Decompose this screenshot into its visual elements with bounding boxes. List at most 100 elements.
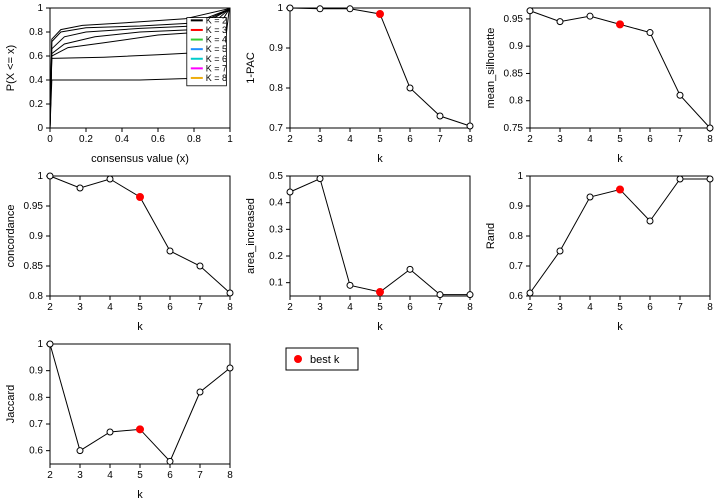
- xtick-label: 8: [707, 302, 713, 313]
- xtick-label: 8: [467, 134, 473, 145]
- ytick-label: 1: [37, 171, 43, 182]
- x-axis-label: k: [377, 321, 383, 333]
- ytick-label: 0.7: [269, 123, 283, 134]
- xtick-label: 6: [407, 134, 413, 145]
- xtick-label: 0: [47, 134, 53, 145]
- data-point: [707, 125, 713, 131]
- ytick-label: 0.8: [29, 392, 43, 403]
- ytick-label: 0.75: [504, 123, 524, 134]
- cell-concordance: 23456780.80.850.90.951kconcordance: [0, 168, 240, 336]
- panel-mean_silhouette: 23456780.750.80.850.90.95kmean_silhouett…: [480, 0, 720, 168]
- panel-concordance: 23456780.80.850.90.951kconcordance: [0, 168, 240, 336]
- best-k-legend: best k: [240, 336, 480, 504]
- plot-box: [290, 176, 470, 296]
- metric-line: [530, 179, 710, 293]
- legend-label: K = 5: [206, 44, 227, 54]
- xtick-label: 7: [677, 302, 683, 313]
- xtick-label: 5: [617, 134, 623, 145]
- ytick-label: 0.6: [29, 446, 43, 457]
- data-point: [227, 365, 233, 371]
- ytick-label: 0.6: [29, 51, 43, 62]
- data-point: [197, 389, 203, 395]
- data-point: [467, 123, 473, 129]
- xtick-label: 6: [167, 302, 173, 313]
- data-point: [467, 292, 473, 298]
- xtick-label: 4: [347, 134, 353, 145]
- ytick-label: 0.5: [269, 171, 283, 182]
- cell-mean_silhouette: 23456780.750.80.850.90.95kmean_silhouett…: [480, 0, 720, 168]
- y-axis-label: concordance: [5, 205, 17, 268]
- xtick-label: 3: [77, 302, 83, 313]
- ytick-label: 0.9: [269, 43, 283, 54]
- legend-label: K = 4: [206, 35, 227, 45]
- data-point: [77, 448, 83, 454]
- data-point: [527, 290, 533, 296]
- xtick-label: 3: [557, 302, 563, 313]
- best-k-point: [377, 11, 384, 18]
- xtick-label: 3: [557, 134, 563, 145]
- panel-area_increased: 23456780.10.20.30.40.5karea_increased: [240, 168, 480, 336]
- xtick-label: 2: [287, 302, 293, 313]
- ytick-label: 1: [37, 3, 43, 14]
- data-point: [77, 185, 83, 191]
- ytick-label: 0.4: [29, 75, 43, 86]
- panel-jaccard: 23456780.60.70.80.91kJaccard: [0, 336, 240, 504]
- xtick-label: 3: [317, 134, 323, 145]
- legend-label: K = 3: [206, 25, 227, 35]
- xtick-label: 7: [197, 302, 203, 313]
- xtick-label: 7: [197, 470, 203, 481]
- data-point: [287, 5, 293, 11]
- xtick-label: 2: [47, 470, 53, 481]
- ytick-label: 0.7: [29, 419, 43, 430]
- data-point: [677, 92, 683, 98]
- metric-line: [290, 179, 470, 295]
- ytick-label: 0.8: [509, 96, 523, 107]
- best-k-point: [137, 194, 144, 201]
- metric-line: [290, 8, 470, 126]
- panel-rand: 23456780.60.70.80.91kRand: [480, 168, 720, 336]
- data-point: [347, 282, 353, 288]
- xtick-label: 0.2: [79, 134, 93, 145]
- ytick-label: 0.95: [24, 201, 44, 212]
- xtick-label: 8: [707, 134, 713, 145]
- xtick-label: 2: [527, 302, 533, 313]
- ytick-label: 0.6: [509, 291, 523, 302]
- ytick-label: 0.8: [29, 27, 43, 38]
- empty-cell: [480, 336, 720, 504]
- data-point: [557, 19, 563, 25]
- best-k-point: [377, 289, 384, 296]
- plot-box: [290, 8, 470, 128]
- plot-box: [50, 344, 230, 464]
- x-axis-label: k: [377, 153, 383, 165]
- ytick-label: 0.95: [504, 14, 524, 25]
- ytick-label: 0.9: [509, 201, 523, 212]
- ytick-label: 0.9: [29, 231, 43, 242]
- xtick-label: 7: [677, 134, 683, 145]
- cell-ecdf: 00.20.40.60.8100.20.40.60.81consensus va…: [0, 0, 240, 168]
- xtick-label: 6: [167, 470, 173, 481]
- ytick-label: 0.2: [269, 251, 283, 262]
- ytick-label: 1: [277, 3, 283, 14]
- ytick-label: 0.3: [269, 224, 283, 235]
- xtick-label: 2: [287, 134, 293, 145]
- data-point: [287, 189, 293, 195]
- xtick-label: 8: [227, 470, 233, 481]
- data-point: [347, 6, 353, 12]
- best-k-legend-cell: best k: [240, 336, 480, 504]
- data-point: [437, 113, 443, 119]
- xtick-label: 0.4: [115, 134, 129, 145]
- ytick-label: 0.8: [509, 231, 523, 242]
- xtick-label: 8: [227, 302, 233, 313]
- xtick-label: 0.6: [151, 134, 165, 145]
- y-axis-label: area_increased: [245, 198, 257, 274]
- best-k-point: [617, 186, 624, 193]
- ytick-label: 0.9: [29, 366, 43, 377]
- data-point: [587, 13, 593, 19]
- ytick-label: 0.8: [269, 83, 283, 94]
- data-point: [47, 341, 53, 347]
- cell-rand: 23456780.60.70.80.91kRand: [480, 168, 720, 336]
- legend-label: K = 7: [206, 63, 227, 73]
- y-axis-label: mean_silhouette: [485, 28, 497, 109]
- ytick-label: 0.85: [504, 68, 524, 79]
- xtick-label: 7: [437, 134, 443, 145]
